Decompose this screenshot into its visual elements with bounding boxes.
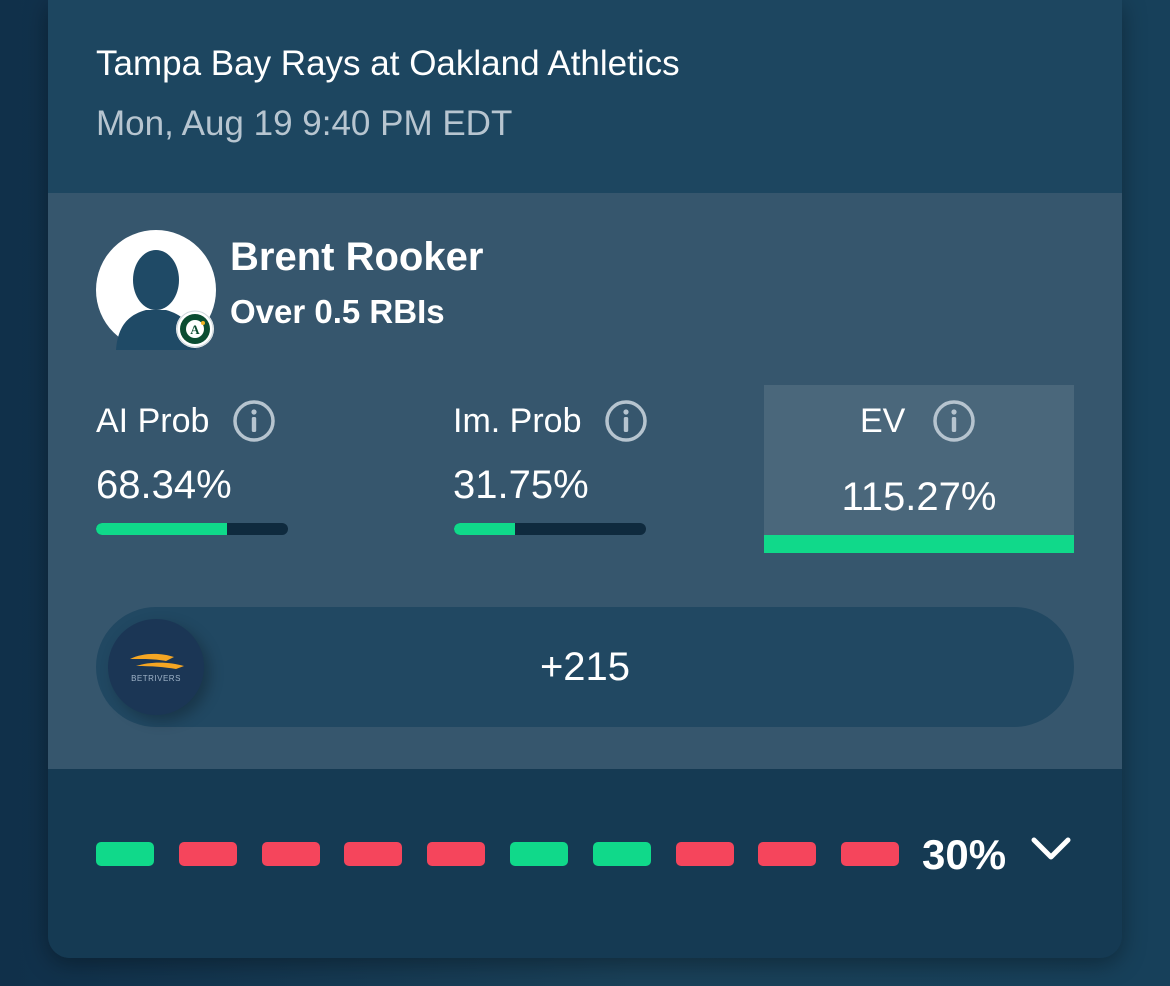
im-prob-bar (454, 523, 646, 535)
result-hit-box (510, 842, 568, 866)
player-prop: Over 0.5 RBIs (230, 293, 445, 330)
result-miss-box (841, 842, 900, 866)
sportsbook-logo: BETRIVERS (108, 619, 204, 715)
card-header: Tampa Bay Rays at Oakland Athletics Mon,… (48, 0, 1122, 193)
im-prob-bar-fill (454, 523, 516, 535)
info-icon[interactable] (232, 399, 276, 443)
game-card: Tampa Bay Rays at Oakland Athletics Mon,… (48, 0, 1122, 958)
info-icon[interactable] (604, 399, 648, 443)
ai-prob-stat: AI Prob (96, 399, 276, 443)
result-miss-box (427, 842, 486, 866)
ev-stat: EV (860, 399, 976, 443)
im-prob-value: 31.75% (453, 463, 589, 507)
odds-button[interactable]: BETRIVERS +215 (96, 607, 1074, 727)
result-miss-box (675, 842, 734, 866)
sportsbook-name: BETRIVERS (131, 674, 181, 683)
hit-rate: 30% (922, 831, 1007, 878)
person-silhouette-icon (116, 250, 196, 350)
ev-bar (764, 535, 1074, 553)
result-miss-box (758, 842, 817, 866)
result-miss-box (344, 842, 403, 866)
oakland-athletics-logo: A (176, 310, 214, 348)
game-time: Mon, Aug 19 9:40 PM EDT (96, 104, 513, 143)
player-name: Brent Rooker (230, 235, 484, 279)
im-prob-label: Im. Prob (453, 401, 582, 440)
odds-value: +215 (539, 645, 631, 689)
game-title: Tampa Bay Rays at Oakland Athletics (96, 44, 680, 83)
result-miss-box (178, 842, 237, 866)
ev-value: 115.27% (841, 475, 997, 519)
chevron-down-icon[interactable] (1030, 835, 1072, 863)
svg-text:A: A (190, 322, 200, 337)
recent-results: 30% (48, 769, 1122, 958)
ev-box: EV 115.27% (764, 385, 1074, 553)
ev-label: EV (860, 401, 906, 440)
ai-prob-bar (96, 523, 288, 535)
player-avatar: A (96, 230, 216, 350)
ai-prob-label: AI Prob (96, 401, 210, 440)
im-prob-stat: Im. Prob (453, 399, 648, 443)
result-miss-box (261, 842, 320, 866)
info-icon[interactable] (932, 399, 976, 443)
result-hit-box (96, 842, 154, 866)
prop-panel: A Brent Rooker Over 0.5 RBIs AI Prob 68.… (48, 193, 1122, 769)
team-logo: A (176, 310, 214, 348)
result-hit-box (592, 842, 651, 866)
betrivers-logo: BETRIVERS (130, 653, 184, 683)
ai-prob-bar-fill (96, 523, 227, 535)
ai-prob-value: 68.34% (96, 463, 232, 507)
